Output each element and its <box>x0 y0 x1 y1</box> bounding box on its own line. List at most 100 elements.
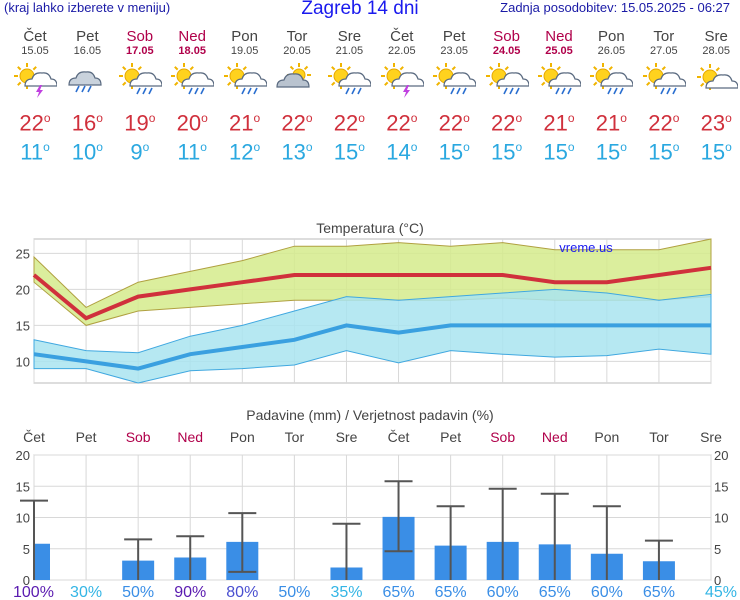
precipitation-probability-label: 65% <box>643 584 675 600</box>
precipitation-y-tick-right: 15 <box>714 479 728 494</box>
day-column: Ned 18.05 20o 11o <box>166 28 218 165</box>
weather-icon <box>323 59 375 103</box>
max-temperature: 22o <box>281 110 313 136</box>
precipitation-day-label: Sob <box>126 429 151 445</box>
precipitation-probability-label: 60% <box>591 584 623 600</box>
precipitation-y-tick-right: 20 <box>714 448 728 463</box>
min-temperature: 10o <box>71 139 103 165</box>
weather-icon <box>61 59 113 103</box>
precipitation-probability-label: 50% <box>122 584 154 600</box>
day-column: Sob 24.05 22o 15o <box>481 28 533 164</box>
day-name: Sob <box>493 28 520 45</box>
precipitation-day-label: Tor <box>285 429 305 445</box>
precipitation-probability-label: 30% <box>70 584 102 600</box>
min-temperature: 12o <box>229 139 261 165</box>
precipitation-probability-label: 45% <box>705 584 737 600</box>
precipitation-day-label: Pon <box>230 429 255 445</box>
precipitation-day-label: Čet <box>388 429 410 445</box>
day-date: 23.05 <box>440 45 468 57</box>
weather-icon <box>271 59 323 103</box>
temperature-y-tick-label: 25 <box>16 246 30 261</box>
weather-icon <box>219 59 271 103</box>
precipitation-y-tick-right: 0 <box>714 573 721 588</box>
menu-hint[interactable]: (kraj lahko izberete v meniju) <box>4 0 171 15</box>
precipitation-probability-label: 50% <box>278 584 310 600</box>
precipitation-probability-label: 65% <box>435 584 467 600</box>
top-bar: (kraj lahko izberete v meniju) Zagreb 14… <box>0 0 740 20</box>
temperature-chart-title: Temperatura (°C) <box>316 220 424 236</box>
day-column: Tor 20.05 22o 13o <box>271 28 323 165</box>
precipitation-day-label: Sre <box>700 429 722 445</box>
precipitation-y-tick-left: 5 <box>23 542 30 557</box>
max-temperature: 22o <box>333 110 365 136</box>
weather-icon <box>638 59 690 103</box>
min-temperature: 15o <box>700 139 732 165</box>
day-column: Pet 23.05 22o 15o <box>428 28 480 165</box>
temperature-y-tick-label: 15 <box>16 318 30 333</box>
day-name: Čet <box>390 28 414 45</box>
min-temperature-band <box>33 288 712 384</box>
sun-cloud-rain-icon <box>118 63 162 95</box>
max-temperature: 22o <box>648 110 680 136</box>
day-name: Čet <box>23 28 47 45</box>
precipitation-day-label: Ned <box>542 429 568 445</box>
precipitation-probability-label: 65% <box>539 584 571 600</box>
min-temperature: 13o <box>281 139 313 165</box>
weather-icon <box>376 59 428 103</box>
max-temperature: 22o <box>491 110 523 136</box>
weather-icon <box>481 59 533 103</box>
day-column: Sre 21.05 22o 15o <box>323 28 375 165</box>
min-temperature: 15o <box>648 139 680 165</box>
precipitation-day-label: Sob <box>490 429 515 445</box>
weather-icon <box>166 59 218 103</box>
day-date: 24.05 <box>492 45 521 57</box>
precipitation-day-label: Pet <box>440 429 461 445</box>
day-date: 19.05 <box>230 45 259 57</box>
day-name: Pon <box>598 28 625 45</box>
day-date: 25.05 <box>545 45 573 57</box>
max-temperature: 23o <box>700 110 732 136</box>
min-temperature: 9o <box>130 139 150 165</box>
max-temperature: 21o <box>543 110 575 136</box>
day-column: Pon 26.05 21o 15o <box>585 28 637 164</box>
max-temperature: 16o <box>71 110 103 136</box>
day-date: 21.05 <box>335 45 364 57</box>
precipitation-day-label: Pon <box>594 429 619 445</box>
day-name: Pet <box>442 28 466 45</box>
max-temperature: 22o <box>386 110 418 136</box>
day-column: Pon 19.05 21o 12o <box>219 28 271 165</box>
day-date: 28.05 <box>702 45 730 57</box>
day-column: Čet 15.05 22o 11o <box>9 28 61 164</box>
max-temperature: 20o <box>176 110 208 136</box>
day-column: Pet 16.05 16o 10o <box>61 28 113 165</box>
day-date: 16.05 <box>73 45 102 57</box>
precipitation-probability-label: 60% <box>487 584 519 600</box>
precipitation-y-tick-left: 15 <box>16 479 30 494</box>
day-column: Tor 27.05 22o 15o <box>638 28 690 165</box>
sun-cloud-thunder-icon <box>14 63 57 98</box>
day-name: Ned <box>545 28 573 45</box>
day-name: Pet <box>76 28 99 45</box>
day-date: 20.05 <box>283 45 311 57</box>
day-name: Tor <box>653 28 675 45</box>
precipitation-probability-label: 100% <box>13 584 54 600</box>
min-temperature: 15o <box>438 139 470 165</box>
day-date: 22.05 <box>388 45 416 57</box>
day-date: 17.05 <box>126 45 154 57</box>
precipitation-y-tick-left: 20 <box>16 448 30 463</box>
daily-forecast-strip: Čet 15.05 22o 11o Pet 16.05 16o 10o Sob 17.05 19o 9… <box>0 28 740 170</box>
precipitation-probability-label: 90% <box>174 584 206 600</box>
max-temperature: 19o <box>124 110 156 136</box>
precipitation-day-label: Pet <box>76 429 97 445</box>
min-temperature: 11o <box>177 139 207 165</box>
precipitation-probability-label: 80% <box>226 584 258 600</box>
day-date: 15.05 <box>21 45 49 57</box>
min-temperature: 15o <box>333 139 365 165</box>
weather-icon <box>690 59 740 103</box>
precipitation-chart-title: Padavine (mm) / Verjetnost padavin (%) <box>246 407 493 423</box>
sun-cloud-rain-icon <box>328 63 372 95</box>
weather-icon <box>114 59 166 103</box>
precipitation-probability-label: 65% <box>383 584 415 600</box>
weather-icon <box>533 59 585 103</box>
